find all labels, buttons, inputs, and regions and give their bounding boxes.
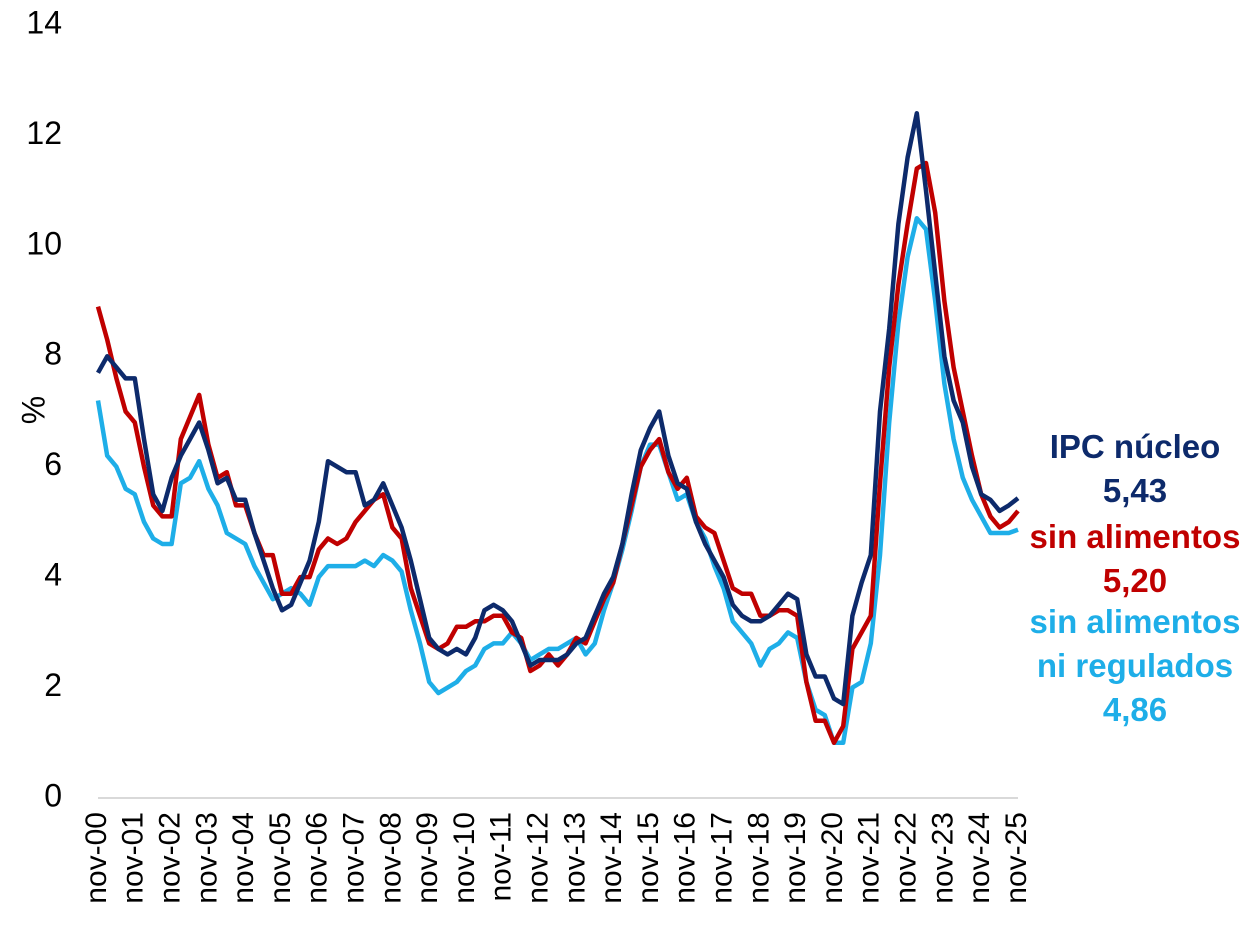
series-end-label: sin alimentos 5,20 <box>1020 515 1250 603</box>
series-line <box>96 111 1020 707</box>
x-tick-label: nov-09 <box>411 812 444 904</box>
legend-entry: sin alimentos <box>1029 518 1241 555</box>
x-tick-label: nov-18 <box>742 812 775 904</box>
x-tick-label: nov-20 <box>816 812 849 904</box>
series-end-label: sin alimentos ni regulados 4,86 <box>1020 600 1250 732</box>
series-line <box>95 216 1019 746</box>
data-label: 5,43 <box>1102 472 1168 509</box>
y-tick-label: 6 <box>44 446 62 482</box>
x-tick-label: nov-22 <box>890 812 923 904</box>
data-label: 4,86 <box>1102 691 1168 728</box>
x-tick-label: nov-21 <box>853 812 886 904</box>
y-tick-label: 10 <box>26 225 62 261</box>
y-tick-label: 8 <box>44 336 62 372</box>
data-label: 5,20 <box>1102 562 1168 599</box>
x-tick-label: nov-23 <box>926 812 959 904</box>
y-tick-label: 0 <box>44 777 62 813</box>
x-tick-label: nov-03 <box>190 812 223 904</box>
x-tick-label: nov-13 <box>558 812 591 904</box>
x-tick-label: nov-00 <box>80 812 113 904</box>
y-tick-label: 2 <box>44 667 62 703</box>
x-tick-label: nov-04 <box>227 812 260 904</box>
x-tick-label: nov-05 <box>264 812 297 904</box>
y-tick-label: 4 <box>44 557 62 593</box>
x-tick-label: nov-06 <box>301 812 334 904</box>
x-tick-label: nov-01 <box>117 812 150 904</box>
x-tick-label: nov-11 <box>485 812 518 902</box>
y-tick-label: 12 <box>26 115 62 151</box>
x-tick-label: nov-17 <box>706 812 739 904</box>
x-tick-label: nov-19 <box>779 812 812 904</box>
x-tick-label: nov-12 <box>522 812 555 904</box>
x-tick-label: nov-24 <box>963 812 996 904</box>
series-end-label: IPC núcleo 5,43 <box>1020 425 1250 513</box>
x-tick-label: nov-08 <box>374 812 407 904</box>
x-tick-label: nov-15 <box>632 812 665 904</box>
x-tick-label: nov-14 <box>595 812 628 904</box>
x-tick-label: nov-25 <box>1000 812 1033 904</box>
y-axis-label: % <box>15 396 51 424</box>
x-tick-label: nov-10 <box>448 812 481 904</box>
legend-entry: IPC núcleo <box>1049 428 1221 465</box>
x-tick-label: nov-07 <box>338 812 371 904</box>
series-line <box>95 160 1020 746</box>
x-tick-label: nov-16 <box>669 812 702 904</box>
y-tick-label: 14 <box>26 4 62 40</box>
legend-entry: sin alimentos ni regulados <box>1029 603 1241 684</box>
x-tick-label: nov-02 <box>154 812 187 904</box>
